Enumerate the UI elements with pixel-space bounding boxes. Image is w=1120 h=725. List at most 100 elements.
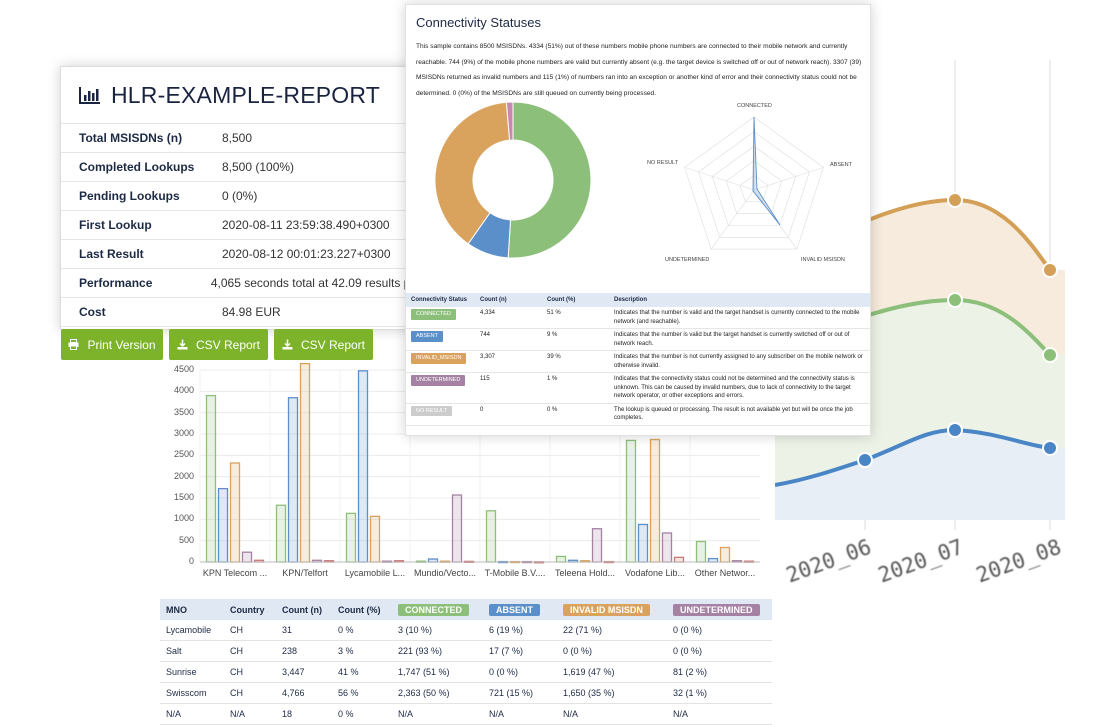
y-tick-label: 2000 — [173, 470, 194, 481]
table-cell: 3 (10 %) — [392, 620, 483, 641]
pct-cell: 0 % — [542, 403, 609, 426]
report-row-value: 4,065 seconds total at 42.09 results per — [210, 276, 421, 290]
description-cell: Indicates that the connectivity status c… — [609, 372, 870, 404]
x-tick-label: T-Mobile B.V.... — [484, 568, 546, 578]
tag-absent: ABSENT — [489, 603, 541, 616]
x-tick-label: Lycamobile L... — [344, 568, 406, 578]
table-cell: Salt — [160, 640, 224, 662]
report-row: Completed Lookups 8,500 (100%) — [61, 153, 421, 182]
y-tick-label: 1000 — [173, 513, 194, 524]
bar — [661, 532, 673, 563]
y-tick-label: 2500 — [173, 449, 194, 460]
col-country: Country — [224, 599, 276, 620]
report-row-value: 2020-08-12 00:01:23.227+0300 — [222, 247, 391, 261]
bar — [299, 362, 311, 563]
x-tick-label: Teleena Hold... — [554, 568, 616, 578]
table-cell: Swisscom — [160, 682, 224, 704]
printer-icon — [68, 339, 79, 350]
x-tick-label: KPN/Telfort — [282, 568, 328, 578]
description-cell: The lookup is queued or processing. The … — [609, 403, 870, 426]
table-cell: CH — [224, 640, 276, 662]
y-tick-label: 3500 — [173, 406, 194, 417]
radar-label-invalid: INVALID MSISDN — [801, 257, 845, 263]
download-icon — [177, 339, 188, 350]
col-description: Description — [609, 293, 870, 307]
table-cell: 6 (19 %) — [483, 620, 557, 641]
report-row-label: Last Result — [79, 247, 144, 261]
col-count-n: Count (n) — [475, 293, 542, 307]
pct-cell: 9 % — [542, 328, 609, 351]
bar — [369, 515, 381, 563]
print-version-button[interactable]: Print Version — [61, 329, 163, 360]
table-cell: 17 (7 %) — [483, 640, 557, 662]
report-row-value: 84.98 EUR — [222, 305, 281, 319]
description-cell: Indicates that the number is valid and t… — [609, 307, 870, 329]
table-row: N/A N/A 18 0 % N/A N/A N/A N/A — [160, 703, 772, 725]
table-cell: 238 — [276, 640, 332, 662]
bar — [451, 494, 463, 563]
table-cell: 3 % — [332, 640, 392, 662]
y-tick-label: 4500 — [173, 364, 194, 374]
table-cell: 3,447 — [276, 661, 332, 683]
table-cell: 0 (0 %) — [667, 640, 772, 662]
bar — [707, 557, 719, 563]
bar — [695, 540, 707, 563]
description-cell: Indicates that the number is not current… — [609, 350, 870, 373]
radar-label-connected: CONNECTED — [737, 103, 772, 109]
bar — [673, 556, 685, 563]
bar — [241, 551, 253, 563]
table-cell: 31 — [276, 620, 332, 641]
bar — [555, 555, 567, 563]
report-row-value: 0 (0%) — [222, 189, 258, 203]
pct-cell: 1 % — [542, 372, 609, 404]
y-tick-label: 1500 — [173, 492, 194, 502]
report-row-value: 8,500 (100%) — [222, 160, 295, 174]
status-badge: INVALID_MSISDN — [411, 353, 467, 364]
description-cell: Indicates that the number is valid but t… — [609, 328, 870, 351]
pct-cell: 39 % — [542, 350, 609, 373]
col-connectivity-status: Connectivity Status — [406, 293, 475, 307]
connectivity-radar-chart — [684, 116, 824, 250]
connectivity-statuses-card: Connectivity Statuses This sample contai… — [405, 4, 871, 436]
x-tick-label: Mundio/Vecto... — [413, 568, 477, 578]
connectivity-title: Connectivity Statuses — [416, 15, 542, 30]
bar — [205, 394, 217, 563]
report-row-label: Cost — [79, 305, 106, 319]
radar-series — [752, 116, 781, 226]
report-row: Total MSISDNs (n) 8,500 — [61, 124, 421, 153]
bar — [591, 528, 603, 563]
table-cell: Sunrise — [160, 661, 224, 683]
bar — [345, 512, 357, 563]
count-cell: 744 — [475, 328, 542, 351]
radar-label-undetermined: UNDETERMINED — [665, 257, 710, 263]
tag-invalid-msisdn: INVALID MSISDN — [563, 603, 650, 616]
bar — [217, 487, 229, 563]
table-cell: 0 (0 %) — [483, 661, 557, 683]
bar-chart-icon — [79, 87, 100, 104]
table-cell: 1,650 (35 %) — [557, 682, 667, 704]
connectivity-table: Connectivity Status Count (n) Count (%) … — [406, 293, 870, 426]
report-row-label: Total MSISDNs (n) — [79, 131, 183, 145]
print-version-label: Print Version — [87, 337, 156, 352]
col-count-pct: Count (%) — [542, 293, 609, 307]
table-row: Swisscom CH 4,766 56 % 2,363 (50 %) 721 (15 %… — [160, 682, 772, 704]
csv-report-button-2[interactable]: CSV Report — [274, 329, 373, 360]
table-cell: 1,747 (51 %) — [392, 661, 483, 683]
status-badge: CONNECTED — [411, 309, 456, 320]
connectivity-donut-chart — [434, 101, 592, 259]
table-cell: 4,766 — [276, 682, 332, 704]
csv-report-button-1[interactable]: CSV Report — [169, 329, 268, 360]
table-cell: N/A — [392, 703, 483, 725]
x-tick-label: KPN Telecom ... — [202, 568, 268, 578]
report-row-label: Completed Lookups — [79, 160, 195, 174]
table-cell: 2,363 (50 %) — [392, 682, 483, 704]
table-cell: 721 (15 %) — [483, 682, 557, 704]
report-row-label: Performance — [79, 276, 153, 290]
connectivity-description: This sample contains 8500 MSISDNs. 4334 … — [416, 43, 862, 97]
pct-cell: 51 % — [542, 307, 609, 329]
report-row: Pending Lookups 0 (0%) — [61, 182, 421, 211]
table-cell: CH — [224, 620, 276, 641]
report-header: HLR-EXAMPLE-REPORT — [61, 67, 421, 124]
table-cell: 32 (1 %) — [667, 682, 772, 704]
table-cell: N/A — [483, 703, 557, 725]
